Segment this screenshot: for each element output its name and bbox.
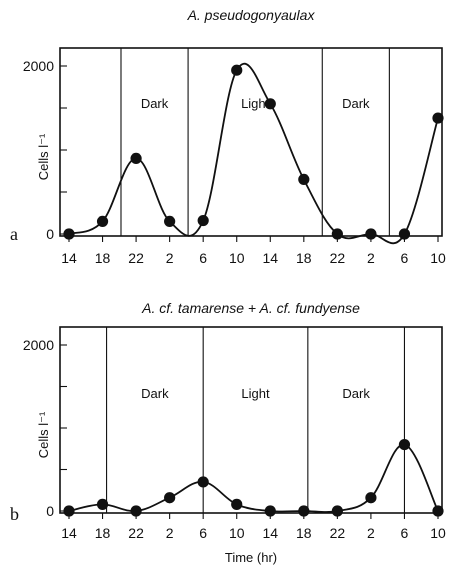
- y-axis-label-0: Cells l⁻¹: [36, 133, 51, 180]
- data-point-1-4: [197, 476, 209, 488]
- data-point-0-7: [298, 173, 310, 185]
- data-point-0-1: [96, 215, 109, 227]
- data-point-0-6: [264, 98, 276, 110]
- x-tick-label-1-6: 14: [262, 525, 278, 541]
- data-point-1-11: [432, 505, 444, 517]
- data-point-0-10: [398, 228, 411, 240]
- x-tick-label-0-1: 18: [95, 250, 111, 266]
- region-label-0-1: Light: [241, 96, 270, 111]
- data-point-0-3: [164, 215, 176, 227]
- panel-label-1: b: [10, 504, 19, 524]
- x-tick-label-0-10: 6: [401, 250, 409, 266]
- x-tick-label-1-1: 18: [95, 525, 111, 541]
- region-label-0-2: Dark: [342, 96, 370, 111]
- y-axis-label-1: Cells l⁻¹: [36, 411, 51, 458]
- data-point-1-9: [365, 492, 377, 504]
- x-tick-label-0-3: 2: [166, 250, 174, 266]
- region-label-1-0: Dark: [141, 386, 169, 401]
- data-point-1-2: [130, 505, 142, 517]
- data-point-1-6: [264, 505, 276, 517]
- chart-title-1: A. cf. tamarense + A. cf. fundyense: [141, 300, 360, 316]
- y-tick-label-0-1: 2000: [23, 58, 54, 74]
- y-tick-label-0-0: 0: [46, 226, 54, 242]
- data-point-0-2: [130, 152, 142, 164]
- x-tick-label-1-11: 10: [430, 525, 446, 541]
- data-point-1-10: [398, 439, 411, 451]
- y-tick-label-1-0: 0: [46, 503, 54, 519]
- x-tick-label-0-11: 10: [430, 250, 446, 266]
- data-point-0-11: [432, 112, 444, 124]
- panel-label-0: a: [10, 224, 18, 244]
- x-tick-label-0-0: 14: [61, 250, 77, 266]
- x-tick-label-1-5: 10: [229, 525, 245, 541]
- x-tick-label-1-10: 6: [401, 525, 409, 541]
- x-tick-label-0-8: 22: [330, 250, 346, 266]
- region-label-1-2: Dark: [342, 386, 370, 401]
- x-tick-label-1-7: 18: [296, 525, 312, 541]
- region-label-1-1: Light: [241, 386, 270, 401]
- x-tick-label-1-0: 14: [61, 525, 77, 541]
- region-label-0-0: Dark: [141, 96, 169, 111]
- data-point-1-1: [96, 498, 109, 510]
- x-tick-label-0-6: 14: [262, 250, 278, 266]
- x-tick-label-0-7: 18: [296, 250, 312, 266]
- series-line-0-0: [68, 62, 439, 245]
- x-tick-label-1-2: 22: [128, 525, 144, 541]
- x-tick-label-1-9: 2: [367, 525, 375, 541]
- x-tick-label-0-2: 22: [128, 250, 144, 266]
- data-point-1-0: [63, 505, 75, 517]
- x-axis-label-1: Time (hr): [225, 550, 277, 565]
- x-tick-label-0-5: 10: [229, 250, 245, 266]
- series-line-1-0: [68, 443, 439, 513]
- plot-frame-0: [59, 47, 443, 237]
- x-tick-label-1-4: 6: [199, 525, 207, 541]
- data-point-0-9: [365, 228, 377, 240]
- data-point-1-7: [298, 505, 310, 517]
- data-point-0-0: [63, 228, 75, 240]
- data-point-1-5: [231, 498, 243, 510]
- data-point-0-4: [197, 214, 209, 227]
- data-point-1-3: [164, 492, 176, 504]
- data-point-0-8: [331, 228, 343, 240]
- chart-title-0: A. pseudogonyaulax: [187, 7, 316, 23]
- x-tick-label-1-8: 22: [330, 525, 346, 541]
- plot-frame-1: [59, 326, 443, 514]
- data-point-0-5: [231, 64, 243, 76]
- x-tick-label-0-9: 2: [367, 250, 375, 266]
- x-tick-label-0-4: 6: [199, 250, 207, 266]
- x-tick-label-1-3: 2: [166, 525, 174, 541]
- data-point-1-8: [331, 505, 343, 517]
- y-tick-label-1-1: 2000: [23, 337, 54, 353]
